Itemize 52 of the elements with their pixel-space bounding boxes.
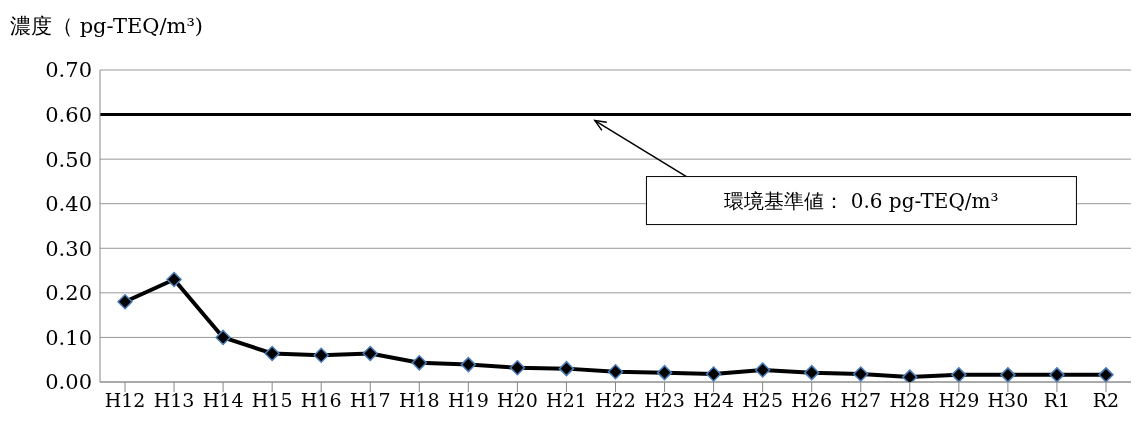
y-tick-label: 0.40 xyxy=(45,192,92,217)
x-tick-label: H27 xyxy=(840,389,882,412)
x-tick-label: H28 xyxy=(889,389,931,412)
y-tick-label: 0.60 xyxy=(45,103,92,128)
point xyxy=(803,364,820,381)
point xyxy=(754,362,771,378)
point xyxy=(951,367,967,382)
point xyxy=(215,329,231,346)
point xyxy=(1000,367,1016,382)
point xyxy=(509,359,526,376)
y-tick-label: 0.70 xyxy=(45,58,92,83)
x-tick-label: H14 xyxy=(202,389,244,412)
point xyxy=(264,345,280,362)
point xyxy=(1049,367,1065,382)
point xyxy=(166,271,182,288)
point xyxy=(853,366,869,382)
point xyxy=(607,364,624,380)
x-tick-label: H26 xyxy=(791,389,833,412)
point xyxy=(1098,367,1114,382)
x-tick-label: H24 xyxy=(693,389,734,412)
point xyxy=(411,355,428,371)
x-tick-label: H30 xyxy=(987,389,1029,412)
y-tick-label: 0.20 xyxy=(45,281,92,306)
point xyxy=(313,347,329,364)
x-tick-label: H18 xyxy=(398,389,440,412)
point xyxy=(902,369,918,382)
x-tick-label: H16 xyxy=(300,389,342,412)
x-tick-label: H17 xyxy=(349,389,391,412)
x-tick-label: H29 xyxy=(938,389,980,412)
point xyxy=(705,366,722,382)
point xyxy=(460,356,477,373)
x-tick-label: H25 xyxy=(742,389,784,412)
y-axis-title: 濃度（ pg-TEQ/m³) xyxy=(10,13,204,40)
x-tick-label: R2 xyxy=(1092,389,1120,412)
ref-line-label: 環境基準値： 0.6 pg-TEQ/m³ xyxy=(724,188,999,213)
x-tick-label: H15 xyxy=(251,389,293,412)
x-tick-label: H23 xyxy=(644,389,685,412)
x-tick-label: H20 xyxy=(497,389,538,412)
x-tick-label: H12 xyxy=(104,389,146,412)
x-tick-label: H21 xyxy=(546,389,587,412)
y-tick-label: 0.30 xyxy=(45,236,92,261)
x-tick-label: H22 xyxy=(595,389,636,412)
x-tick-label: R1 xyxy=(1043,389,1071,412)
y-tick-label: 0.10 xyxy=(45,325,92,350)
point xyxy=(656,364,673,381)
x-tick-label: H13 xyxy=(153,389,195,412)
x-tick-label: H19 xyxy=(447,389,489,412)
point xyxy=(558,360,575,377)
point xyxy=(117,294,133,310)
y-tick-label: 0.50 xyxy=(45,147,92,172)
point xyxy=(362,345,378,362)
y-tick-label: 0.00 xyxy=(45,370,92,395)
